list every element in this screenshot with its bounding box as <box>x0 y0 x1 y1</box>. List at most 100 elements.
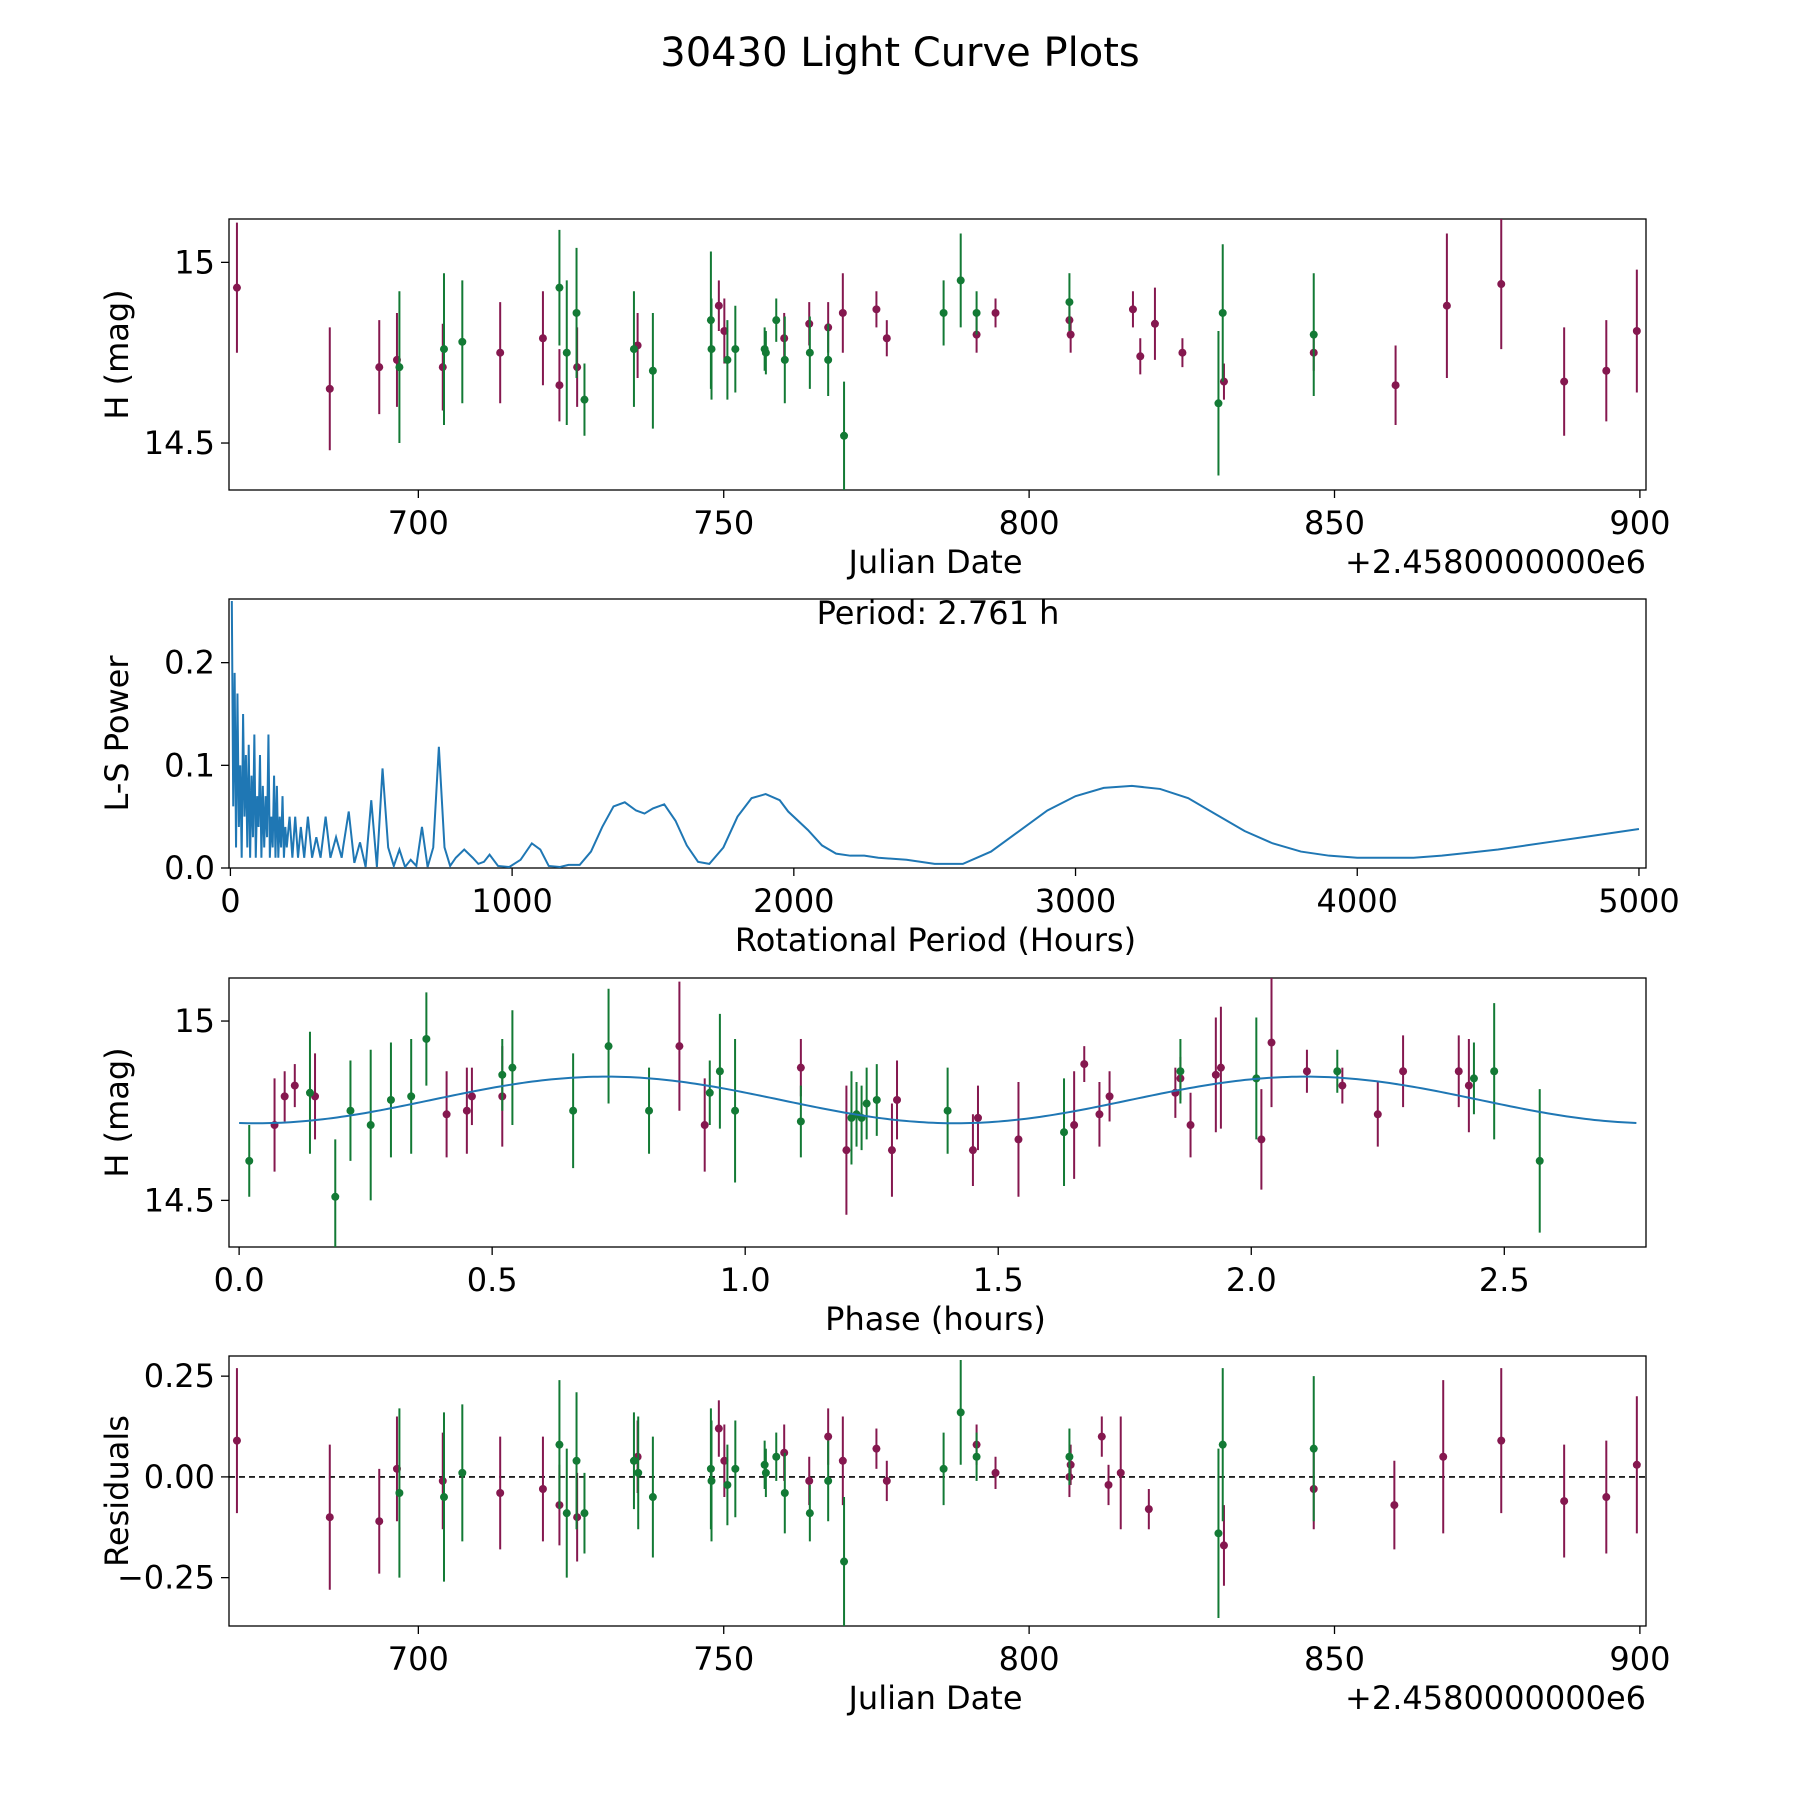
plot-frame <box>229 978 1646 1247</box>
data-point <box>1214 1529 1222 1537</box>
data-point <box>1217 1064 1225 1072</box>
data-point <box>1214 399 1222 407</box>
x-tick-label: 900 <box>1609 1640 1670 1678</box>
data-point <box>645 1107 653 1115</box>
data-point <box>1014 1135 1022 1143</box>
y-tick-label: 14.5 <box>144 1181 215 1219</box>
y-axis-label: L-S Power <box>98 655 136 812</box>
y-tick-label: 0.1 <box>164 746 215 784</box>
data-point <box>973 1453 981 1461</box>
data-point <box>797 1117 805 1125</box>
y-tick-label: 14.5 <box>144 424 215 462</box>
data-point <box>839 1457 847 1465</box>
y-axis-label: H (mag) <box>98 1047 136 1177</box>
data-point <box>883 1477 891 1485</box>
data-point <box>395 363 403 371</box>
data-point <box>1497 280 1505 288</box>
data-point <box>772 1453 780 1461</box>
data-point <box>675 1042 683 1050</box>
data-point <box>715 302 723 310</box>
data-point <box>944 1107 952 1115</box>
data-point <box>1070 1121 1078 1129</box>
period-annotation: Period: 2.761 h <box>817 594 1060 632</box>
figure: 30430 Light Curve Plots 700 750 800 850 9001… <box>0 0 1800 1800</box>
data-point <box>1602 367 1610 375</box>
data-point <box>805 1477 813 1485</box>
data-point <box>731 345 739 353</box>
data-point <box>498 1071 506 1079</box>
data-point <box>840 432 848 440</box>
data-point <box>723 356 731 364</box>
data-point <box>468 1092 476 1100</box>
data-point <box>439 363 447 371</box>
data-point <box>440 1493 448 1501</box>
data-point <box>940 1465 948 1473</box>
data-point <box>715 1425 723 1433</box>
data-point <box>580 396 588 404</box>
data-point <box>649 1493 657 1501</box>
data-point <box>649 367 657 375</box>
residuals-panel: 700 750 800 850 9000.250.00−0.25Julian DateR… <box>98 1356 1670 1717</box>
data-point <box>839 309 847 317</box>
x-axis-label: Julian Date <box>846 1679 1022 1717</box>
data-point <box>772 316 780 324</box>
data-point <box>957 1408 965 1416</box>
x-tick-label: 800 <box>999 1640 1060 1678</box>
phase-folded-panel: 0.0 0.5 1.0 1.5 2.0 2.5 14.5 15 Phase (hours) H (… <box>98 978 1646 1338</box>
x-tick-label: 0 <box>220 882 240 920</box>
data-point <box>762 1469 770 1477</box>
data-point <box>1392 381 1400 389</box>
data-point <box>940 309 948 317</box>
y-tick-label: 15 <box>174 1002 215 1040</box>
data-point <box>1067 1461 1075 1469</box>
x-tick-label: 4000 <box>1317 882 1398 920</box>
data-point <box>1145 1505 1153 1513</box>
x-offset-text: +2.4580000000e6 <box>1345 1679 1646 1717</box>
data-point <box>781 356 789 364</box>
data-point <box>1212 1071 1220 1079</box>
data-point <box>375 1517 383 1525</box>
light-curve-panel: 700 750 800 850 900 14.5 15 Julian Date H (mag) +… <box>98 219 1670 581</box>
data-point <box>974 1114 982 1122</box>
data-point <box>1399 1067 1407 1075</box>
data-point <box>797 1064 805 1072</box>
data-point <box>440 345 448 353</box>
plot-frame <box>229 599 1646 868</box>
data-point <box>1178 349 1186 357</box>
data-point <box>346 1107 354 1115</box>
data-point <box>573 309 581 317</box>
data-point <box>563 1509 571 1517</box>
data-point <box>824 356 832 364</box>
data-point <box>634 1469 642 1477</box>
data-point <box>630 345 638 353</box>
data-point <box>992 309 1000 317</box>
data-point <box>458 1469 466 1477</box>
x-offset-text: +2.4580000000e6 <box>1345 543 1646 581</box>
x-tick-label: 5000 <box>1598 882 1679 920</box>
data-point <box>873 1096 881 1104</box>
x-tick-label: 750 <box>693 504 754 542</box>
data-point <box>701 1121 709 1129</box>
data-point <box>992 1469 1000 1477</box>
data-point <box>973 309 981 317</box>
x-tick-label: 800 <box>999 504 1060 542</box>
x-axis-label: Rotational Period (Hours) <box>735 921 1136 959</box>
data-point <box>443 1110 451 1118</box>
data-point <box>893 1096 901 1104</box>
data-point <box>1065 1453 1073 1461</box>
data-point <box>1633 327 1641 335</box>
data-point <box>407 1092 415 1100</box>
data-point <box>439 1477 447 1485</box>
x-tick-label: 850 <box>1304 1640 1365 1678</box>
x-axis-label: Phase (hours) <box>825 1300 1046 1338</box>
data-point <box>1443 302 1451 310</box>
x-tick-label: 0.5 <box>467 1261 518 1299</box>
data-point <box>326 385 334 393</box>
x-tick-label: 2.0 <box>1226 1261 1277 1299</box>
data-point <box>806 349 814 357</box>
data-point <box>716 1067 724 1075</box>
data-point <box>1220 378 1228 386</box>
data-point <box>1303 1067 1311 1075</box>
x-tick-label: 0.0 <box>214 1261 265 1299</box>
data-point <box>1390 1501 1398 1509</box>
